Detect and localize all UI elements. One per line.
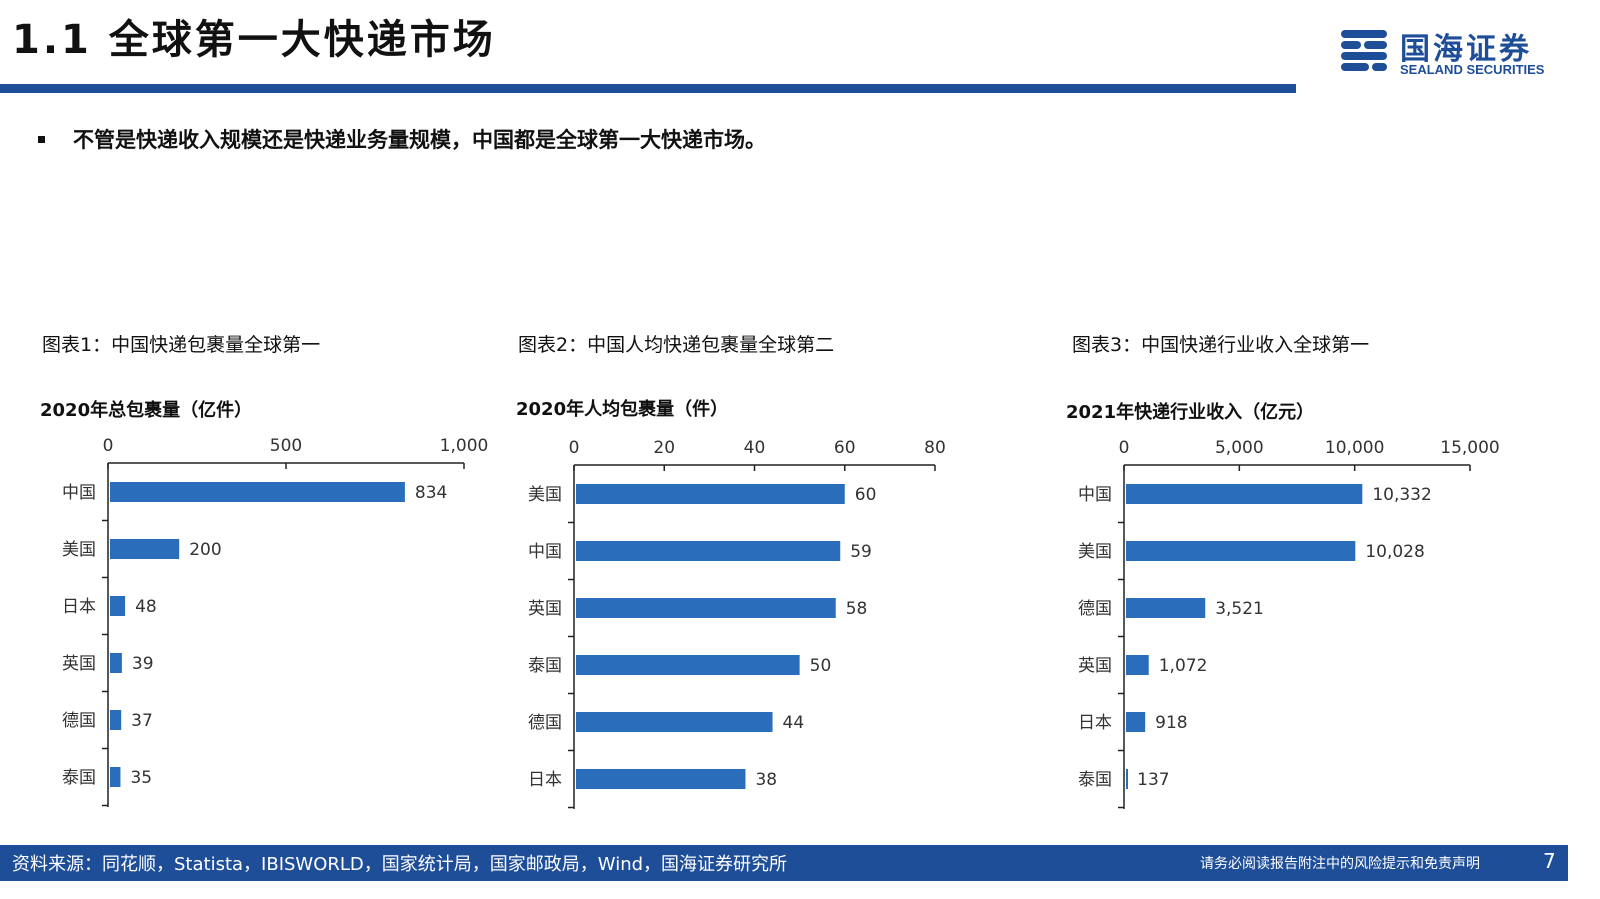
- category-label: 德国: [62, 711, 96, 731]
- value-label: 3,521: [1215, 599, 1264, 619]
- category-label: 泰国: [62, 768, 96, 788]
- value-label: 200: [189, 540, 221, 560]
- value-label: 60: [855, 485, 877, 505]
- category-label: 泰国: [1078, 770, 1112, 790]
- value-label: 48: [135, 597, 157, 617]
- x-tick-label: 0: [1119, 438, 1130, 458]
- x-tick-label: 1,000: [440, 436, 489, 456]
- category-label: 德国: [1078, 599, 1112, 619]
- category-label: 中国: [1078, 485, 1112, 505]
- bar-4: [1126, 655, 1149, 675]
- bar-4: [576, 655, 800, 675]
- page-title: 1.1 全球第一大快递市场: [12, 17, 496, 63]
- category-label: 英国: [528, 599, 562, 619]
- category-label: 日本: [528, 770, 562, 790]
- x-tick-label: 40: [744, 438, 766, 458]
- value-label: 37: [131, 711, 153, 731]
- footer-disclaimer: 请务必阅读报告附注中的风险提示和免责声明: [1200, 856, 1480, 872]
- bullet-square-icon: [38, 135, 45, 143]
- chart-2-title: 2020年人均包裹量（件）: [516, 399, 729, 420]
- bar-2: [110, 539, 180, 559]
- category-label: 英国: [1078, 656, 1112, 676]
- category-label: 德国: [528, 713, 562, 733]
- page-number: 7: [1543, 849, 1556, 873]
- bar-1: [1126, 484, 1363, 504]
- category-label: 泰国: [528, 656, 562, 676]
- x-tick-label: 10,000: [1325, 438, 1384, 458]
- value-label: 918: [1155, 713, 1187, 733]
- bar-1: [110, 482, 405, 502]
- value-label: 38: [755, 770, 777, 790]
- bar-5: [1126, 712, 1146, 732]
- value-label: 1,072: [1159, 656, 1208, 676]
- chart-2-svg: 0 20 40 60 80 美国 60 中国 59 英国 58 泰国 50 德国 44 日本 38: [528, 438, 946, 809]
- x-tick-label: 80: [924, 438, 946, 458]
- chart-1-title: 2020年总包裹量（亿件）: [40, 400, 253, 421]
- category-label: 美国: [1078, 542, 1112, 562]
- value-label: 59: [850, 542, 872, 562]
- x-tick-label: 0: [103, 436, 114, 456]
- sealand-logo-icon: [1341, 30, 1387, 71]
- x-tick-label: 20: [653, 438, 675, 458]
- category-label: 日本: [62, 597, 96, 617]
- x-tick-label: 15,000: [1440, 438, 1499, 458]
- category-label: 中国: [62, 483, 96, 503]
- x-tick-label: 5,000: [1215, 438, 1264, 458]
- category-label: 美国: [62, 540, 96, 560]
- bar-3: [1126, 598, 1206, 618]
- bullet-point: 不管是快递收入规模还是快递业务量规模，中国都是全球第一大快递市场。: [38, 124, 766, 154]
- title-rule: [0, 84, 1296, 93]
- bar-6: [576, 769, 746, 789]
- x-tick-label: 60: [834, 438, 856, 458]
- chart-1-caption: 图表1：中国快递包裹量全球第一: [42, 334, 321, 356]
- value-label: 10,028: [1365, 542, 1424, 562]
- bar-1: [576, 484, 845, 504]
- value-label: 58: [846, 599, 868, 619]
- value-label: 44: [783, 713, 805, 733]
- logo-chinese-name: 国海证券: [1400, 32, 1532, 67]
- chart-2-caption: 图表2：中国人均快递包裹量全球第二: [518, 334, 835, 356]
- chart-3-svg: 0 5,000 10,000 15,000 中国 10,332 美国 10,028 德国 3,52…: [1078, 438, 1500, 809]
- value-label: 39: [132, 654, 154, 674]
- footer-bar: 资料来源：同花顺，Statista，IBISWORLD，国家统计局，国家邮政局，…: [0, 845, 1568, 881]
- bar-4: [110, 653, 122, 673]
- company-logo: 国海证券 SEALAND SECURITIES: [1338, 26, 1558, 82]
- category-label: 中国: [528, 542, 562, 562]
- bar-6: [110, 767, 121, 787]
- value-label: 137: [1137, 770, 1169, 790]
- chart-3-title: 2021年快递行业收入（亿元）: [1066, 402, 1315, 423]
- logo-english-name: SEALAND SECURITIES: [1400, 62, 1545, 77]
- value-label: 834: [415, 483, 447, 503]
- bar-5: [110, 710, 122, 730]
- bar-5: [576, 712, 773, 732]
- bullet-text: 不管是快递收入规模还是快递业务量规模，中国都是全球第一大快递市场。: [73, 128, 766, 152]
- value-label: 10,332: [1372, 485, 1431, 505]
- bar-2: [1126, 541, 1356, 561]
- category-label: 美国: [528, 485, 562, 505]
- x-tick-label: 500: [270, 436, 302, 456]
- bar-2: [576, 541, 841, 561]
- bar-3: [576, 598, 836, 618]
- chart-3-caption: 图表3：中国快递行业收入全球第一: [1072, 334, 1370, 356]
- category-label: 日本: [1078, 713, 1112, 733]
- footer-source: 资料来源：同花顺，Statista，IBISWORLD，国家统计局，国家邮政局，…: [12, 854, 788, 875]
- chart-1-svg: 0 500 1,000 中国 834 美国 200 日本 48 英国 39 德国 37 泰国 35: [62, 436, 489, 807]
- value-label: 35: [130, 768, 152, 788]
- value-label: 50: [810, 656, 832, 676]
- category-label: 英国: [62, 654, 96, 674]
- x-tick-label: 0: [569, 438, 580, 458]
- bar-6: [1126, 769, 1128, 789]
- bar-3: [110, 596, 126, 616]
